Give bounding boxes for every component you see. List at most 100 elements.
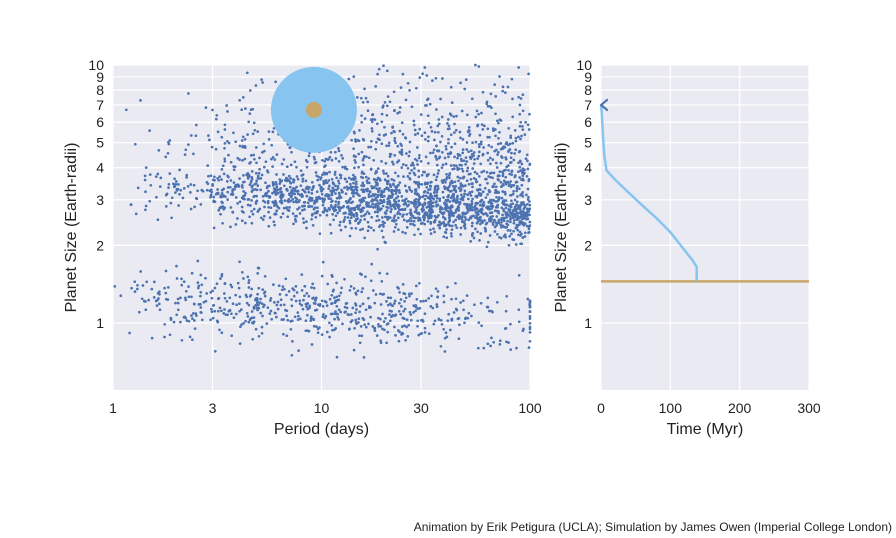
data-point	[436, 203, 440, 207]
data-point	[164, 193, 168, 197]
data-point	[414, 181, 418, 185]
data-point	[381, 195, 385, 198]
data-point	[367, 145, 370, 149]
data-point	[511, 192, 515, 196]
data-point	[155, 195, 158, 199]
data-point	[409, 163, 413, 167]
data-point	[405, 226, 409, 229]
data-point	[366, 220, 370, 224]
data-point	[221, 201, 224, 205]
data-point	[250, 170, 254, 173]
data-point	[245, 301, 249, 305]
data-point	[408, 88, 411, 92]
data-point	[406, 335, 410, 338]
data-point	[231, 189, 234, 193]
data-point	[339, 176, 343, 180]
data-point	[359, 272, 362, 276]
data-point	[500, 220, 503, 224]
data-point	[465, 169, 469, 173]
data-point	[525, 193, 528, 197]
data-point	[378, 202, 381, 205]
data-point	[308, 186, 311, 189]
data-point	[388, 183, 392, 186]
data-point	[234, 293, 238, 297]
data-point	[404, 231, 407, 235]
data-point	[486, 193, 489, 196]
data-point	[229, 206, 233, 209]
data-point	[528, 327, 532, 331]
data-point	[506, 180, 510, 184]
data-point	[282, 173, 285, 176]
data-point	[279, 180, 282, 184]
data-point	[398, 129, 402, 133]
data-point	[155, 304, 159, 307]
data-point	[409, 222, 412, 226]
data-point	[287, 209, 291, 212]
data-point	[248, 318, 252, 322]
data-point	[390, 188, 393, 192]
data-point	[297, 206, 301, 209]
data-point	[397, 199, 401, 203]
data-point	[360, 120, 364, 124]
data-point	[390, 314, 394, 318]
data-point	[345, 167, 349, 171]
data-point	[386, 296, 390, 300]
data-point	[321, 305, 325, 308]
data-point	[262, 142, 266, 146]
data-point	[426, 214, 430, 218]
data-point	[353, 158, 357, 162]
data-point	[426, 139, 430, 143]
data-point	[411, 161, 414, 165]
data-point	[367, 201, 370, 205]
data-point	[113, 285, 117, 288]
data-point	[369, 315, 372, 319]
data-point	[400, 325, 404, 328]
data-point	[234, 223, 238, 226]
data-point	[238, 260, 241, 264]
data-point	[526, 167, 530, 171]
data-point	[244, 319, 247, 323]
data-point	[423, 131, 427, 135]
data-point	[337, 202, 340, 206]
data-point	[449, 164, 453, 167]
data-point	[255, 179, 258, 183]
data-point	[444, 186, 447, 190]
data-point	[336, 186, 340, 190]
data-point	[349, 196, 352, 200]
data-point	[292, 180, 295, 184]
data-point	[238, 302, 241, 306]
data-point	[519, 204, 522, 207]
data-point	[150, 336, 154, 340]
data-point	[427, 173, 430, 176]
data-point	[367, 225, 371, 229]
data-point	[446, 152, 450, 156]
data-point	[229, 160, 233, 164]
data-point	[222, 172, 226, 176]
data-point	[351, 192, 355, 195]
data-point	[172, 182, 175, 186]
data-point	[381, 204, 385, 208]
data-point	[315, 199, 319, 203]
data-point	[325, 330, 329, 334]
data-point	[330, 200, 333, 204]
data-point	[519, 120, 523, 124]
data-point	[319, 176, 323, 179]
data-point	[329, 150, 333, 154]
data-point	[143, 178, 147, 182]
data-point	[527, 179, 531, 183]
data-point	[164, 205, 168, 208]
data-point	[218, 328, 221, 332]
data-point	[145, 280, 149, 284]
data-point	[249, 154, 253, 157]
data-point	[481, 190, 485, 194]
data-point	[220, 272, 224, 276]
data-point	[401, 163, 405, 166]
data-point	[290, 150, 293, 154]
data-point	[263, 200, 267, 204]
data-point	[429, 232, 433, 235]
data-point	[378, 138, 381, 142]
data-point	[318, 183, 321, 187]
data-point	[408, 211, 412, 215]
data-point	[230, 285, 234, 289]
data-point	[489, 175, 492, 179]
